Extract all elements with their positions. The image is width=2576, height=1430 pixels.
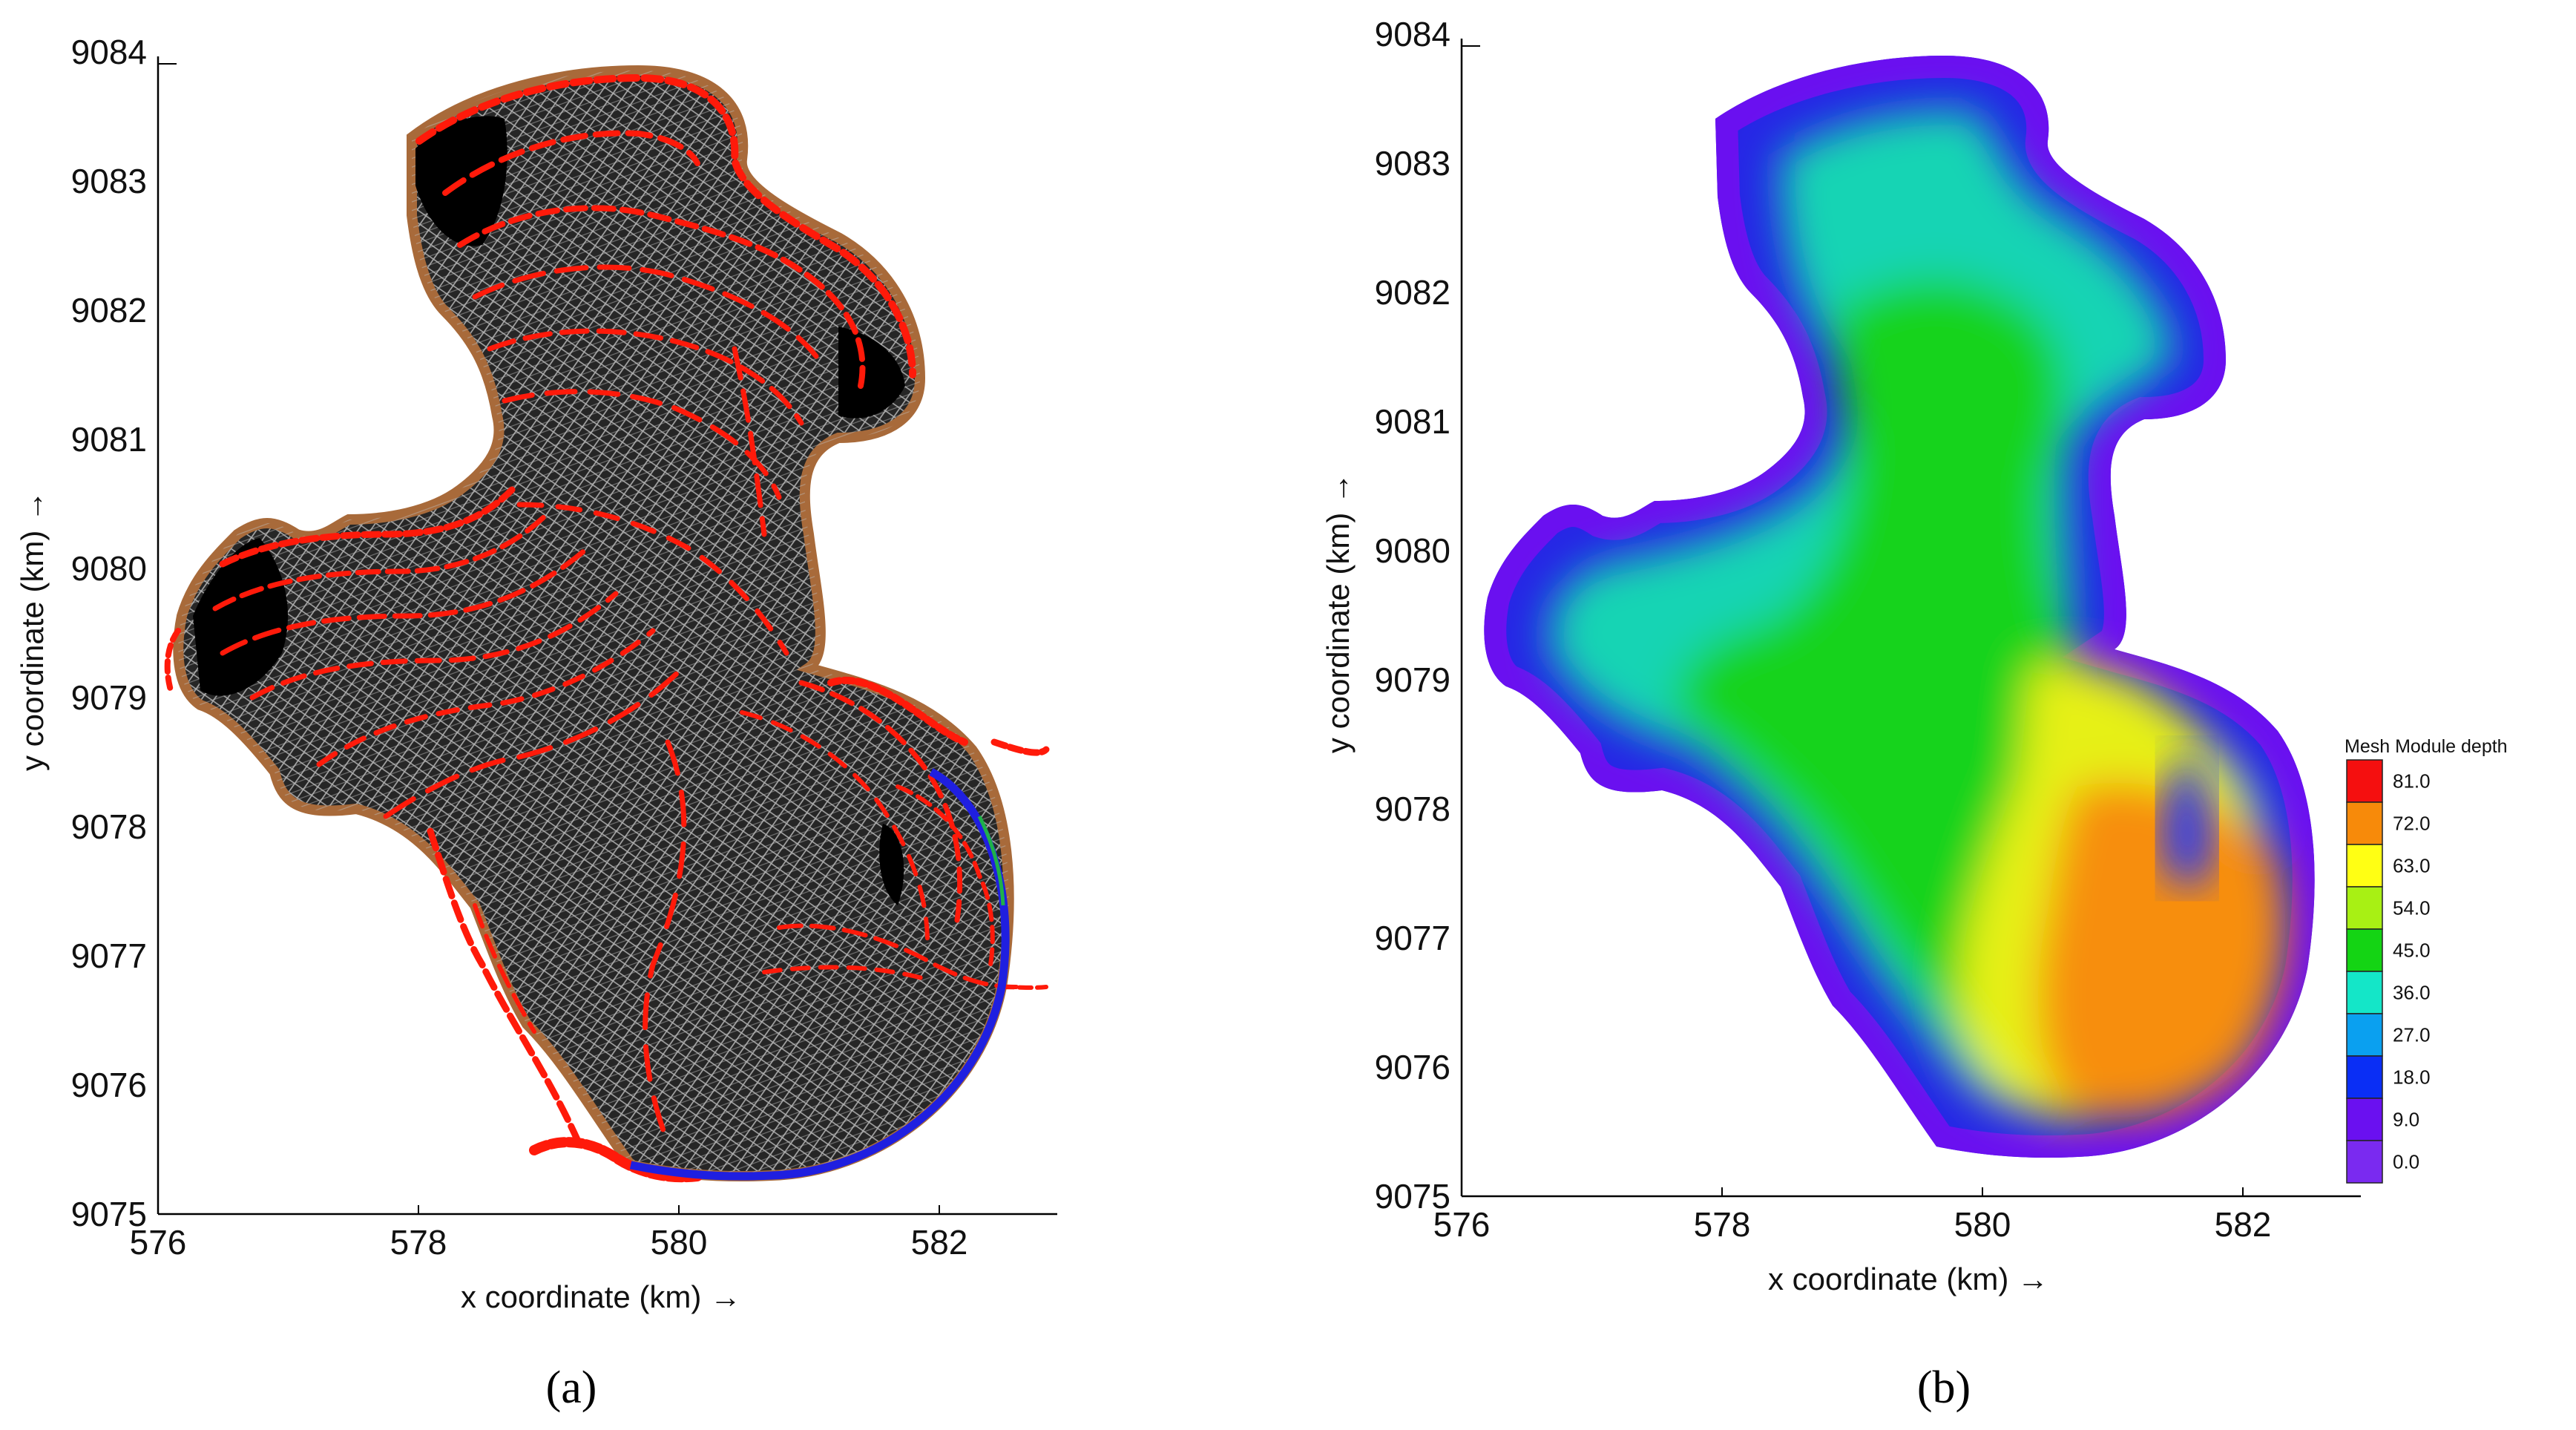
colorbar-label: 27.0 [2393,1024,2431,1046]
panel-a-caption: (a) [546,1362,597,1413]
panel-b-xtick: 580 [1954,1205,2011,1244]
colorbar-swatch [2346,886,2383,930]
panel-b-ytick: 9079 [1375,660,1450,699]
colorbar-swatch [2346,1055,2383,1099]
panel-a-y-axis-label: y coordinate (km) → [15,491,50,771]
panel-b-ytick: 9076 [1375,1048,1450,1086]
panel-b-ticks [1461,1187,2244,1196]
panel-a-ytick: 9084 [71,33,147,71]
panel-a-x-axis-label: x coordinate (km) → [461,1279,741,1314]
panel-a-xtick: 576 [130,1223,187,1262]
panel-a-ytick: 9078 [71,807,147,846]
panel-a-dense-area-bay [879,824,904,905]
panel-a-xtick: 578 [390,1223,447,1262]
panel-a-xtick: 580 [651,1223,708,1262]
colorbar-title: Mesh Module depth [2345,736,2508,757]
panel-a-dense-area-w [193,538,289,696]
panel-b-xtick: 582 [2215,1205,2272,1244]
panel-a-axes [157,56,1057,1216]
colorbar-label: 54.0 [2393,897,2431,919]
panel-b-ytick: 9078 [1375,790,1450,828]
panel-b-x-tick-labels: 576 578 580 582 [1433,1205,2272,1244]
colorbar-swatch [2346,759,2383,803]
panel-a-x-tick-labels: 576 578 580 582 [130,1223,968,1262]
colorbar-label: 63.0 [2393,855,2431,877]
panel-a-ytick: 9080 [71,549,147,588]
panel-b-ytick: 9080 [1375,531,1450,570]
panel-a-boundary-accent [977,815,1005,906]
panel-b-caption: (b) [1917,1362,1971,1413]
panel-b-ytick: 9077 [1375,919,1450,957]
panel-a-ytick: 9075 [71,1195,147,1233]
panel-b-ytick: 9084 [1375,15,1450,53]
panel-a-dense-area-ne [838,327,905,419]
panel-a-y-tick-labels: 9075 9076 9077 9078 9079 9080 9081 9082 … [71,33,147,1233]
panel-a: 576 578 580 582 9075 9076 9077 9078 9079… [15,33,1057,1413]
panel-b-colorbar: Mesh Module depth 81.0 72.0 63.0 54.0 45.0 36… [2345,736,2508,1184]
panel-a-refinement-lines [164,73,1050,1183]
panel-a-ytick: 9076 [71,1066,147,1104]
panel-a-xtick: 582 [911,1223,968,1262]
panel-b-xtick: 578 [1694,1205,1751,1244]
panel-b: 576 578 580 582 9075 9076 9077 9078 9079… [1321,15,2508,1413]
panel-b-depth-field [1484,56,2315,1158]
panel-a-ytick: 9079 [71,678,147,717]
colorbar-label: 0.0 [2393,1151,2419,1173]
colorbar-swatch [2346,801,2383,845]
panel-a-ytick: 9077 [71,937,147,975]
colorbar-swatch [2346,1098,2383,1141]
colorbar-label: 45.0 [2393,939,2431,962]
panel-b-ytick: 9075 [1375,1177,1450,1216]
colorbar-swatch [2346,971,2383,1014]
colorbar-swatch [2346,844,2383,888]
colorbar-swatch [2346,928,2383,972]
panel-b-y-axis-label: y coordinate (km) → [1321,473,1356,753]
colorbar-label: 9.0 [2393,1109,2419,1131]
colorbar-label: 81.0 [2393,770,2431,793]
panel-a-ytick: 9083 [71,162,147,200]
colorbar-swatch [2346,1013,2383,1057]
panel-b-x-axis-label: x coordinate (km) → [1768,1262,2048,1296]
panel-a-ytick: 9082 [71,291,147,329]
panel-b-axes [1460,39,2361,1198]
colorbar-swatch [2346,1140,2383,1184]
panel-b-ytick: 9082 [1375,273,1450,312]
panel-b-ytick: 9083 [1375,144,1450,183]
panel-a-ticks [157,1205,940,1214]
colorbar-label: 72.0 [2393,813,2431,835]
panel-b-y-tick-labels: 9075 9076 9077 9078 9079 9080 9081 9082 … [1375,15,1450,1216]
panel-b-xtick: 576 [1433,1205,1491,1244]
colorbar-label: 18.0 [2393,1066,2431,1089]
panel-b-ytick: 9081 [1375,402,1450,441]
colorbar-label: 36.0 [2393,982,2431,1004]
panel-a-ytick: 9081 [71,420,147,459]
